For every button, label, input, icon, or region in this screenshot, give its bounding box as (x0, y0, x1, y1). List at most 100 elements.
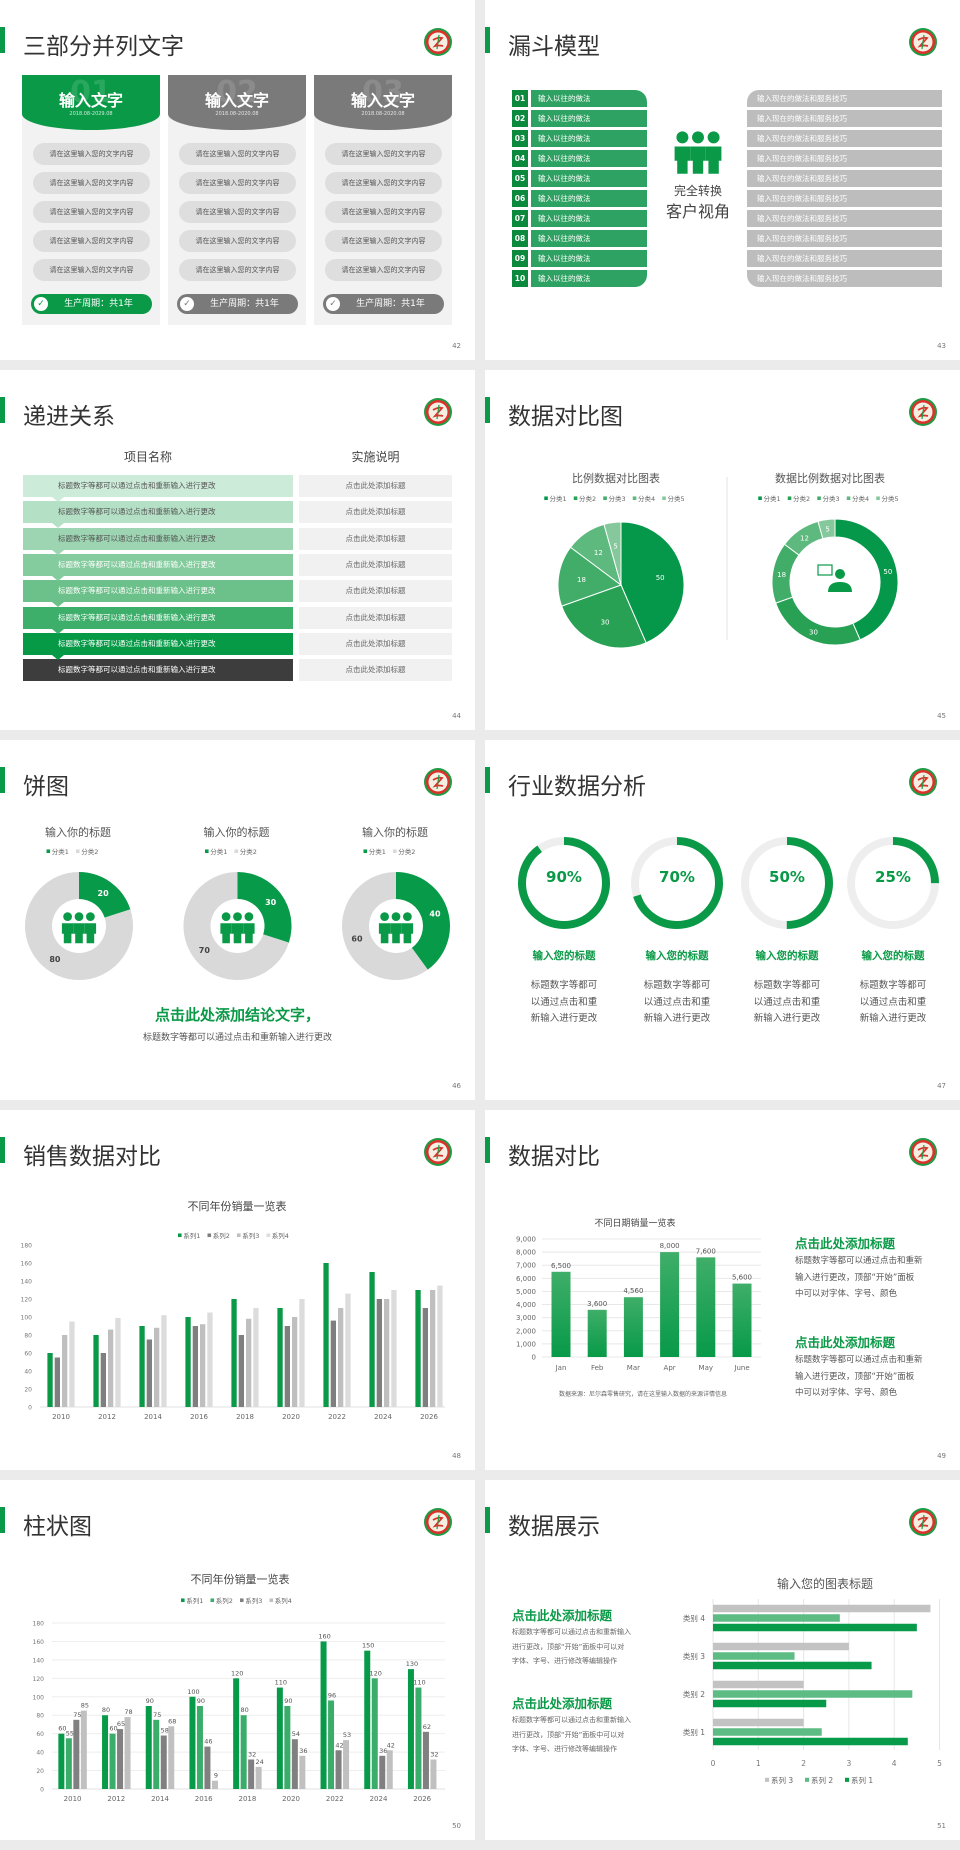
data-label: 130 (406, 1660, 418, 1668)
note-cell[interactable]: 点击此处添加标题 (299, 527, 452, 550)
progression-row[interactable]: 标题数字等都可以通过点击和重新输入进行更改 (23, 659, 293, 682)
text-pill[interactable]: 请在这里输入您的文字内容 (33, 230, 150, 252)
current-practice-bar[interactable]: 输入现在的做法和服务技巧 (747, 110, 942, 127)
row-text: 标题数字等都可以通过点击和重新输入进行更改 (58, 507, 216, 517)
past-practice-bar[interactable]: 输入以往的做法 (531, 250, 647, 267)
data-label: 62 (423, 1723, 431, 1731)
past-practice-bar[interactable]: 输入以往的做法 (531, 210, 647, 227)
current-practice-bar[interactable]: 输入现在的做法和服务技巧 (747, 90, 942, 107)
card-number-watermark: 03 (362, 75, 404, 110)
cycle-footer-pill[interactable]: ✓ 生产周期：共1年 (323, 294, 444, 314)
text-pill[interactable]: 请在这里输入您的文字内容 (179, 259, 296, 281)
item-description: 标题数字等都可 (753, 980, 821, 991)
cycle-footer-pill[interactable]: ✓ 生产周期：共1年 (177, 294, 298, 314)
data-label: 12 (594, 549, 603, 557)
past-practice-bar[interactable]: 输入以往的做法 (531, 170, 647, 187)
text-pill[interactable]: 请在这里输入您的文字内容 (33, 172, 150, 194)
text-pill[interactable]: 请在这里输入您的文字内容 (325, 230, 442, 252)
note-cell[interactable]: 点击此处添加标题 (299, 659, 452, 682)
legend-label: 分类5 (881, 494, 898, 503)
note-cell[interactable]: 点击此处添加标题 (299, 475, 452, 497)
text-pill[interactable]: 请在这里输入您的文字内容 (325, 172, 442, 194)
current-practice-bar[interactable]: 输入现在的做法和服务技巧 (747, 190, 942, 207)
bar (343, 1740, 350, 1789)
column-header-name: 项目名称 (123, 450, 172, 464)
legend-item: 系列1 (181, 1596, 203, 1605)
legend-item: 分类2 (573, 494, 596, 503)
chart-title: 输入您的图表标题 (777, 1576, 873, 1591)
slide-47: 行业数据分析 47 90% 70% 50% 25% 输入您的标题 标题数字等都可 以通过点击和重… (485, 740, 960, 1100)
block-heading[interactable]: 点击此处添加标题 (795, 1335, 896, 1350)
bar (185, 1317, 191, 1407)
donut-slice (396, 872, 450, 970)
current-practice-bar[interactable]: 输入现在的做法和服务技巧 (747, 170, 942, 187)
data-label: 90 (146, 1697, 154, 1705)
text-pill[interactable]: 请在这里输入您的文字内容 (33, 201, 150, 223)
progression-row[interactable]: 标题数字等都可以通过点击和重新输入进行更改 (23, 632, 293, 655)
text-pill[interactable]: 请在这里输入您的文字内容 (325, 143, 442, 165)
legend-item: 分类1 (544, 494, 567, 503)
past-practice-bar[interactable]: 输入以往的做法 (531, 230, 647, 247)
data-label: 90 (284, 1697, 292, 1705)
text-pill[interactable]: 请在这里输入您的文字内容 (325, 259, 442, 281)
block-heading[interactable]: 点击此处添加标题 (795, 1236, 896, 1251)
text-pill[interactable]: 请在这里输入您的文字内容 (179, 201, 296, 223)
cycle-footer-pill[interactable]: ✓ 生产周期：共1年 (31, 294, 152, 314)
pie-slice (603, 521, 622, 586)
progression-row[interactable]: 标题数字等都可以通过点击和重新输入进行更改 (23, 580, 293, 603)
current-practice-bar[interactable]: 输入现在的做法和服务技巧 (747, 150, 942, 167)
legend-item: 分类2 (393, 847, 415, 856)
bar (376, 1299, 382, 1407)
text-pill[interactable]: 请在这里输入您的文字内容 (33, 259, 150, 281)
data-label: 54 (292, 1730, 300, 1738)
legend-label: 分类1 (549, 494, 566, 503)
text-pill[interactable]: 请在这里输入您的文字内容 (33, 143, 150, 165)
data-label: 60 (109, 1725, 117, 1733)
y-tick-label: 40 (36, 1750, 44, 1757)
current-practice-bar[interactable]: 输入现在的做法和服务技巧 (747, 270, 942, 287)
item-description: 标题数字等都可 (530, 980, 598, 991)
past-practice-bar[interactable]: 输入以往的做法 (531, 110, 647, 127)
note-cell[interactable]: 点击此处添加标题 (299, 606, 452, 629)
current-practice-bar[interactable]: 输入现在的做法和服务技巧 (747, 210, 942, 227)
school-logo (424, 28, 452, 56)
progression-row[interactable]: 标题数字等都可以通过点击和重新输入进行更改 (23, 527, 293, 550)
text-pill[interactable]: 请在这里输入您的文字内容 (325, 201, 442, 223)
category-label: 类别 1 (683, 1727, 705, 1737)
progression-row[interactable]: 标题数字等都可以通过点击和重新输入进行更改 (23, 501, 293, 524)
current-practice-bar[interactable]: 输入现在的做法和服务技巧 (747, 130, 942, 147)
current-practice-bar[interactable]: 输入现在的做法和服务技巧 (747, 230, 942, 247)
row-text: 标题数字等都可以通过点击和重新输入进行更改 (58, 638, 216, 648)
progression-row[interactable]: 标题数字等都可以通过点击和重新输入进行更改 (23, 553, 293, 576)
y-tick-label: 80 (36, 1713, 44, 1720)
data-label: 120 (370, 1669, 382, 1677)
past-practice-bar[interactable]: 输入以往的做法 (531, 190, 647, 207)
x-tick-label: 4 (892, 1759, 897, 1768)
note-cell[interactable]: 点击此处添加标题 (299, 632, 452, 655)
bar (69, 1321, 75, 1407)
bar (328, 1700, 335, 1789)
current-practice-bar[interactable]: 输入现在的做法和服务技巧 (747, 250, 942, 267)
text-pill[interactable]: 请在这里输入您的文字内容 (179, 143, 296, 165)
text-pill[interactable]: 请在这里输入您的文字内容 (179, 172, 296, 194)
progression-row[interactable]: 标题数字等都可以通过点击和重新输入进行更改 (23, 606, 293, 629)
text-pill[interactable]: 请在这里输入您的文字内容 (179, 230, 296, 252)
school-logo (909, 1508, 937, 1536)
legend-label: 分类3 (822, 494, 839, 503)
block-heading[interactable]: 点击此处添加标题 (512, 1696, 613, 1711)
past-practice-bar[interactable]: 输入以往的做法 (531, 270, 647, 287)
y-tick-label: 180 (21, 1243, 33, 1250)
past-practice-bar[interactable]: 输入以往的做法 (531, 150, 647, 167)
note-cell[interactable]: 点击此处添加标题 (299, 553, 452, 576)
note-cell[interactable]: 点击此处添加标题 (299, 580, 452, 603)
x-tick-label: 2014 (151, 1795, 169, 1803)
past-practice-bar[interactable]: 输入以往的做法 (531, 130, 647, 147)
legend-swatch (758, 496, 762, 501)
block-heading[interactable]: 点击此处添加标题 (512, 1608, 613, 1623)
chart-title: 不同日期销量一览表 (594, 1217, 675, 1229)
y-tick-label: 5,000 (516, 1288, 536, 1296)
progression-row[interactable]: 标题数字等都可以通过点击和重新输入进行更改 (23, 475, 293, 497)
note-cell[interactable]: 点击此处添加标题 (299, 501, 452, 524)
past-practice-bar[interactable]: 输入以往的做法 (531, 90, 647, 107)
